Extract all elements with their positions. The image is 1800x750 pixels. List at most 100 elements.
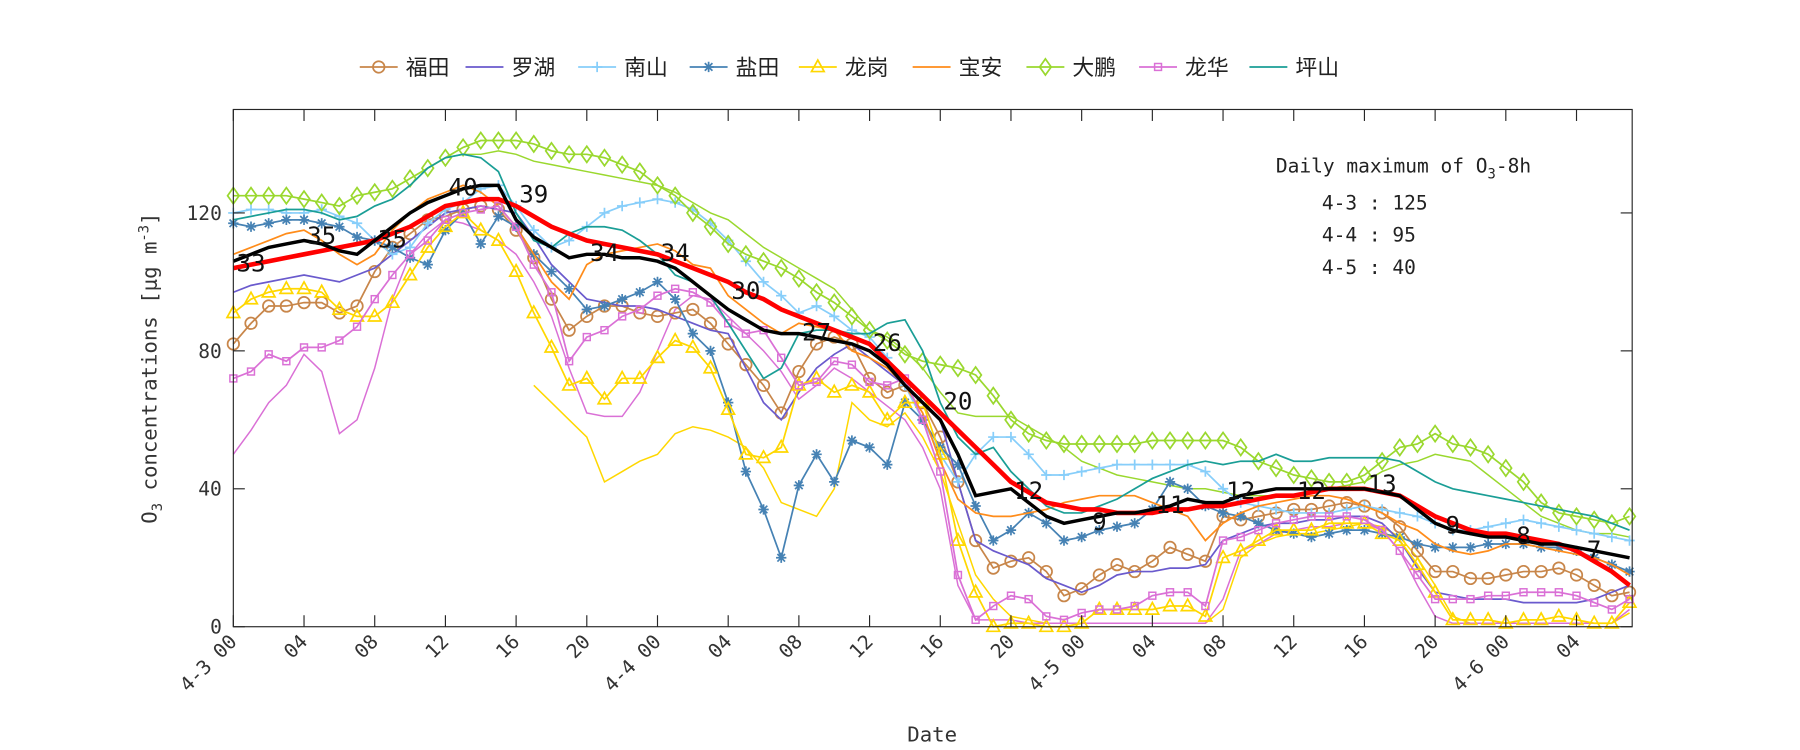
square-marker <box>1572 591 1581 600</box>
point-label: 12 <box>1226 477 1255 505</box>
square-marker <box>370 294 379 304</box>
circle-marker <box>279 299 293 313</box>
triangle-marker <box>366 307 383 322</box>
series-lines <box>225 130 1638 633</box>
plus-marker <box>1518 514 1529 525</box>
square-marker <box>918 415 927 425</box>
square-marker <box>405 250 415 259</box>
triangle-marker <box>720 400 736 415</box>
square-marker <box>1042 612 1051 621</box>
diamond-marker <box>1145 430 1160 451</box>
plus-marker <box>1023 449 1034 460</box>
diamond-marker <box>1074 434 1089 454</box>
square-marker <box>582 332 591 342</box>
triangle-marker <box>1056 618 1072 633</box>
circle-marker <box>986 561 1000 575</box>
square-marker <box>441 215 450 225</box>
star-marker <box>1111 521 1123 532</box>
square-marker <box>1377 525 1387 535</box>
diamond-marker <box>703 217 718 237</box>
star-marker <box>703 61 714 73</box>
triangle-marker <box>526 304 542 319</box>
diamond-marker <box>1286 465 1301 485</box>
square-marker <box>335 336 344 345</box>
star-marker <box>846 435 858 446</box>
square-marker <box>1218 536 1228 545</box>
diamond-marker <box>1004 410 1018 430</box>
legend-item: 龙岗 <box>798 56 888 81</box>
square-marker <box>1095 605 1104 614</box>
diamond-marker <box>1534 493 1548 513</box>
diamond-marker <box>385 179 400 199</box>
plus-marker <box>1200 466 1211 477</box>
star-marker <box>546 266 557 277</box>
diamond-marker <box>279 186 294 206</box>
square-marker <box>1360 515 1369 525</box>
triangle-marker <box>950 531 966 546</box>
note-line-3: 4-5 : 40 <box>1322 256 1416 279</box>
plus-marker <box>563 235 575 246</box>
point-label: 12 <box>1014 477 1043 505</box>
square-marker <box>1607 605 1617 614</box>
triangle-marker <box>260 283 277 298</box>
plus-marker <box>422 218 433 229</box>
star-marker <box>687 328 699 339</box>
triangle-marker <box>1250 531 1267 546</box>
plus-marker <box>1500 518 1511 529</box>
circle-marker <box>368 264 382 279</box>
diamond-marker <box>809 282 824 302</box>
triangle-marker <box>1162 597 1178 612</box>
triangle-marker <box>1498 614 1514 629</box>
diamond-marker <box>491 130 506 151</box>
triangle-marker <box>826 383 843 398</box>
star-marker <box>1058 535 1070 546</box>
square-marker <box>688 288 698 297</box>
thin-line <box>445 150 1630 538</box>
legend: 福田 罗湖 南山 盐田 龙岗 宝安 大鹏 龙华 坪山 <box>359 56 1339 81</box>
circle-marker <box>1534 564 1548 579</box>
square-marker <box>1589 598 1599 607</box>
diamond-marker <box>1039 430 1054 451</box>
square-marker <box>653 291 662 300</box>
triangle-marker <box>384 293 401 309</box>
star-marker <box>1359 525 1370 536</box>
legend-label: 盐田 <box>736 56 780 81</box>
star-marker <box>1164 476 1176 488</box>
triangle-marker <box>561 376 577 391</box>
star-marker <box>1094 525 1105 536</box>
diamond-marker <box>597 148 612 168</box>
plus-marker <box>829 311 840 322</box>
circle-marker <box>739 358 753 372</box>
legend-label: 龙华 <box>1185 56 1229 81</box>
point-label: 26 <box>873 329 902 357</box>
star-marker <box>952 459 964 470</box>
star-marker <box>758 504 769 515</box>
y-tick-label: 40 <box>198 478 222 501</box>
square-marker <box>1430 594 1440 604</box>
triangle-marker <box>1144 600 1161 615</box>
diamond-marker <box>862 320 877 340</box>
square-marker <box>670 284 680 293</box>
note-title: Daily maximum of O3-8h <box>1276 155 1531 183</box>
point-labels: 33 35 35 40 39 34 34 30 27 26 20 12 9 11 12 12 13 9 8 7 <box>236 174 1601 564</box>
diamond-marker <box>1428 424 1442 444</box>
diamond-marker <box>1269 458 1283 478</box>
diamond-marker <box>261 186 276 206</box>
triangle-marker <box>243 290 259 305</box>
plus-marker <box>811 300 822 312</box>
star-marker <box>1482 538 1494 550</box>
plus-marker <box>1606 531 1618 543</box>
triangle-marker <box>596 390 613 405</box>
square-marker <box>352 322 362 331</box>
square-marker <box>476 205 485 214</box>
circle-marker <box>633 306 647 320</box>
series-7 <box>229 201 1634 625</box>
triangle-marker <box>1533 611 1549 626</box>
plot-frame <box>232 108 1633 628</box>
star-marker <box>1447 542 1458 553</box>
circle-marker <box>969 533 983 548</box>
diamond-marker <box>827 293 842 313</box>
circle-marker <box>756 378 771 392</box>
diamond-marker <box>350 186 364 206</box>
diamond-marker <box>562 144 576 164</box>
